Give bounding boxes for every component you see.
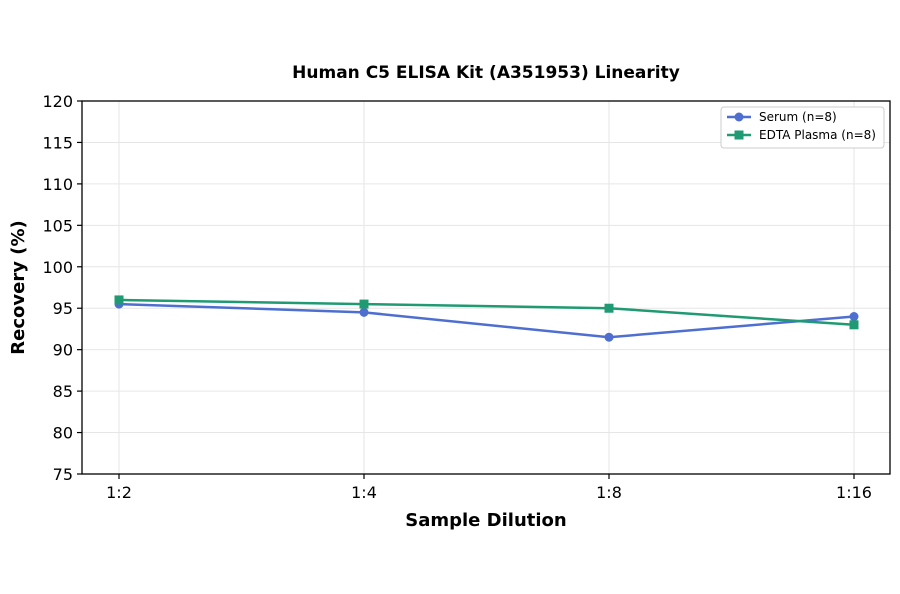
data-point [604,332,614,342]
legend: Serum (n=8) EDTA Plasma (n=8) [720,106,885,149]
y-tick-label: 95 [53,299,73,318]
x-tick-label: 1:2 [106,483,132,502]
x-axis-ticks: 1:2 1:4 1:8 1:16 [106,474,872,502]
y-axis-ticks: 75 80 85 90 95 100 105 110 115 120 [42,92,82,484]
grid-lines [82,100,890,475]
data-point [359,307,369,317]
legend-box [720,106,885,149]
data-point [114,295,124,305]
y-tick-label: 85 [53,382,73,401]
y-tick-label: 100 [42,258,73,277]
chart-title: Human C5 ELISA Kit (A351953) Linearity [292,63,680,83]
x-tick-label: 1:16 [836,483,872,502]
data-point [359,299,369,309]
y-tick-label: 120 [42,92,73,111]
data-point [849,312,859,322]
x-tick-label: 1:4 [351,483,377,502]
series-layer [114,295,859,342]
legend-marker [734,112,744,122]
legend-label: EDTA Plasma (n=8) [759,128,876,142]
legend-marker [734,130,744,140]
y-tick-label: 90 [53,341,73,360]
y-axis-label: Recovery (%) [8,220,29,354]
y-tick-label: 115 [42,133,73,152]
series-line [118,298,855,327]
x-axis-label: Sample Dilution [405,510,566,531]
y-tick-label: 110 [42,175,73,194]
plot-frame [81,100,891,475]
legend-label: Serum (n=8) [759,110,837,124]
y-tick-label: 105 [42,216,73,235]
x-tick-label: 1:8 [596,483,622,502]
data-point [849,320,859,330]
y-tick-label: 75 [53,465,73,484]
data-point [604,303,614,313]
y-tick-label: 80 [53,424,73,443]
series-line [118,302,855,339]
